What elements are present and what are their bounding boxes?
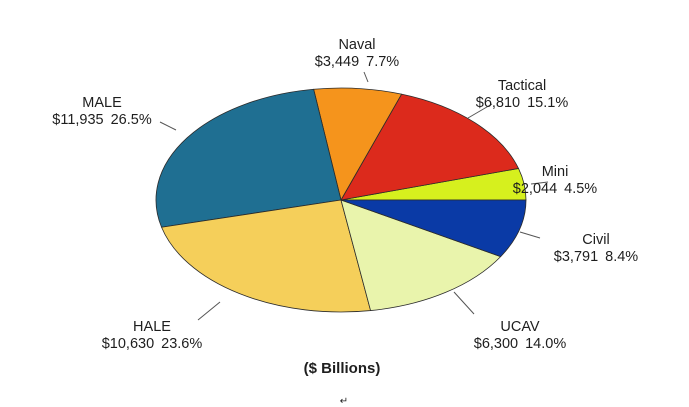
slice-amount-naval: $3,449	[315, 54, 359, 70]
slice-value-mini: $2,044 4.5%	[513, 181, 598, 197]
slice-label-ucav: UCAV	[500, 319, 540, 335]
slice-amount-mini: $2,044	[513, 181, 557, 197]
slice-percent-civil: 8.4%	[605, 249, 638, 265]
slice-tactical	[340, 93, 519, 201]
leader-line-civil	[519, 231, 541, 239]
slice-value-civil: $3,791 8.4%	[554, 249, 639, 265]
slice-male	[155, 88, 342, 228]
slice-amount-ucav: $6,300	[474, 336, 518, 352]
slice-label-male: MALE	[82, 95, 122, 111]
slice-percent-mini: 4.5%	[564, 181, 597, 197]
leader-lines	[159, 71, 549, 321]
slice-percent-naval: 7.7%	[366, 54, 399, 70]
leader-line-hale	[197, 301, 221, 321]
slice-percent-tactical: 15.1%	[527, 95, 568, 111]
leader-line-male	[159, 121, 177, 131]
slice-label-mini: Mini	[542, 164, 569, 180]
slice-value-tactical: $6,810 15.1%	[476, 95, 569, 111]
slice-label-hale: HALE	[133, 319, 171, 335]
slice-amount-tactical: $6,810	[476, 95, 520, 111]
slice-amount-hale: $10,630	[102, 336, 154, 352]
slice-value-naval: $3,449 7.7%	[315, 54, 400, 70]
slice-percent-ucav: 14.0%	[525, 336, 566, 352]
slice-value-male: $11,935 26.5%	[52, 112, 152, 128]
leader-line-tactical	[467, 103, 493, 119]
slice-label-tactical: Tactical	[498, 78, 546, 94]
paragraph-mark: ↵	[340, 396, 348, 407]
leader-line-ucav	[453, 291, 475, 315]
leader-line-mini	[530, 181, 549, 185]
slice-civil	[340, 199, 527, 258]
slice-label-naval: Naval	[338, 37, 375, 53]
slice-label-civil: Civil	[582, 232, 609, 248]
leader-line-naval	[363, 71, 369, 83]
slice-percent-hale: 23.6%	[161, 336, 202, 352]
slice-labels: Mini$2,044 4.5%Tactical$6,810 15.1%Naval$3…	[52, 37, 638, 352]
slice-ucav	[340, 199, 502, 311]
units-note: ($ Billions)	[304, 360, 381, 377]
slice-value-hale: $10,630 23.6%	[102, 336, 203, 352]
slice-hale	[161, 199, 371, 313]
slice-percent-male: 26.5%	[111, 112, 152, 128]
pie-slices	[155, 87, 527, 313]
slice-amount-male: $11,935	[52, 112, 103, 128]
slice-value-ucav: $6,300 14.0%	[474, 336, 567, 352]
slice-amount-civil: $3,791	[554, 249, 598, 265]
